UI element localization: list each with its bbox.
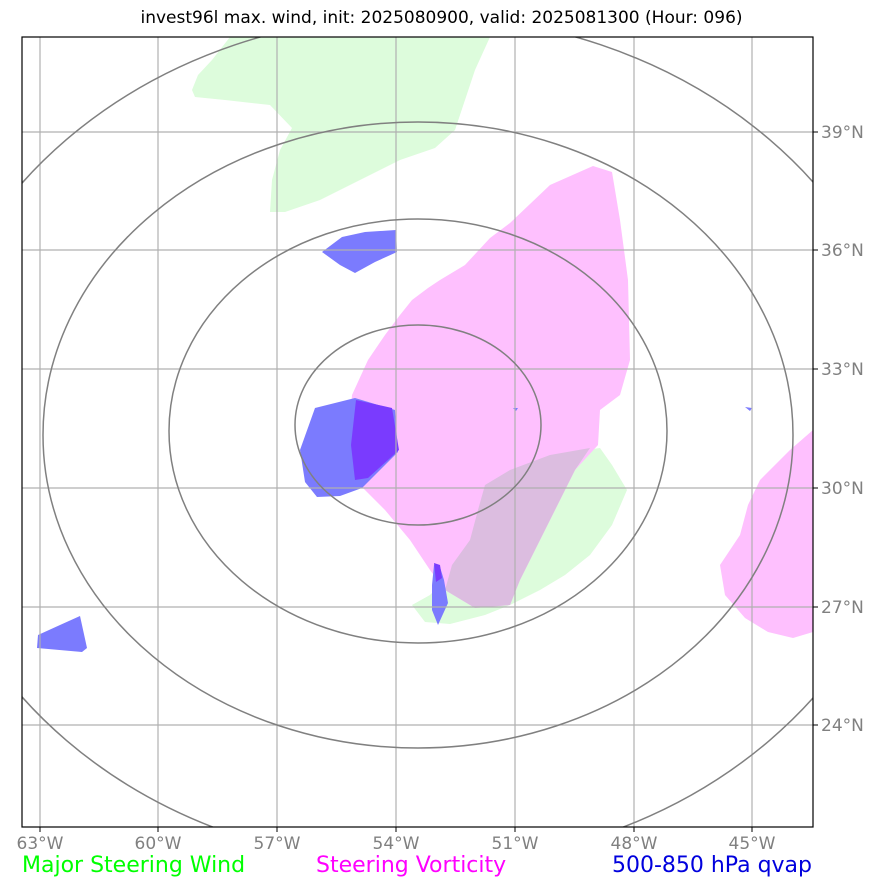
y-tick-label: 30°N <box>821 479 864 499</box>
range-ring-2 <box>168 218 668 644</box>
x-tick-label: 51°W <box>492 834 539 854</box>
x-tick-label: 48°W <box>611 834 658 854</box>
legend-major-steering-wind: Major Steering Wind <box>22 853 246 878</box>
qvap-dense-area-center <box>351 400 399 480</box>
x-tick-label: 45°W <box>729 834 776 854</box>
range-ring-3 <box>42 121 794 749</box>
qvap-area-southwest <box>37 616 87 652</box>
x-axis <box>39 827 753 832</box>
y-tick-label: 36°N <box>821 241 864 261</box>
y-tick-label: 33°N <box>821 360 864 380</box>
range-rings <box>22 37 813 827</box>
y-axis <box>813 131 818 726</box>
range-ring-1 <box>294 324 542 526</box>
steering-wind-area-north <box>192 37 490 212</box>
x-tick-label: 54°W <box>373 834 420 854</box>
legend-qvap: 500-850 hPa qvap <box>611 853 812 878</box>
plot-frame <box>21 36 814 828</box>
y-tick-label: 27°N <box>821 598 864 618</box>
x-tick-label: 60°W <box>135 834 182 854</box>
x-tick-label: 63°W <box>17 834 64 854</box>
x-tick-label: 57°W <box>254 834 301 854</box>
map-title: invest96l max. wind, init: 2025080900, v… <box>140 8 743 28</box>
qvap-dense-area-south <box>434 563 442 582</box>
gridlines <box>22 37 813 827</box>
y-tick-label: 24°N <box>821 716 864 736</box>
y-tick-label: 39°N <box>821 123 864 143</box>
qvap-area-north <box>322 230 397 273</box>
map-plot-area <box>22 37 813 827</box>
legend-steering-vorticity: Steering Vorticity <box>316 853 507 878</box>
qvap-speck-east <box>745 407 752 411</box>
steering-vorticity-area-east <box>720 430 813 638</box>
